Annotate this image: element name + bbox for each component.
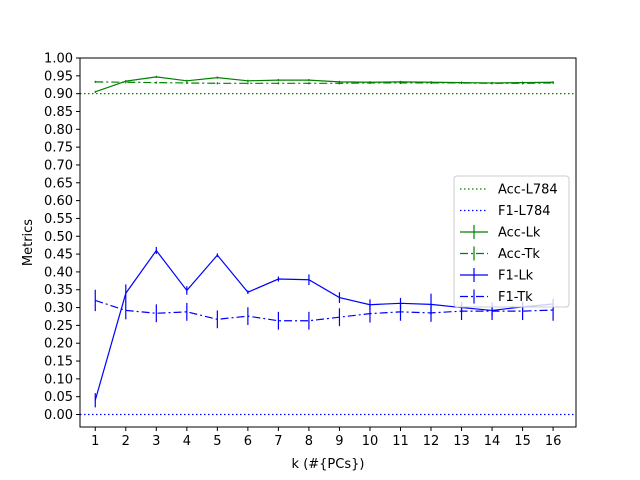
y-tick-label: 0.00 [44, 408, 73, 423]
legend-label-acc-lk: Acc-Lk [498, 226, 541, 241]
x-tick-label: 5 [213, 434, 221, 449]
y-tick-label: 0.80 [44, 123, 73, 138]
y-tick-label: 0.25 [44, 319, 73, 334]
x-tick-label: 14 [484, 434, 501, 449]
y-tick-label: 0.10 [44, 372, 73, 387]
y-tick-label: 0.90 [44, 87, 73, 102]
y-tick-label: 0.70 [44, 158, 73, 173]
y-tick-label: 0.05 [44, 390, 73, 405]
x-axis-label: k (#{PCs}) [292, 457, 365, 472]
x-tick-label: 4 [183, 434, 191, 449]
x-tick-label: 12 [423, 434, 440, 449]
x-tick-label: 1 [91, 434, 99, 449]
y-tick-label: 0.75 [44, 141, 73, 156]
series-line-f1-tk [95, 299, 554, 322]
y-tick-label: 0.85 [44, 105, 73, 120]
x-tick-label: 2 [122, 434, 130, 449]
y-tick-label: 0.40 [44, 265, 73, 280]
y-tick-label: 0.20 [44, 337, 73, 352]
x-tick-label: 16 [545, 434, 562, 449]
data-layer [80, 75, 576, 416]
x-tick-label: 10 [362, 434, 379, 449]
legend-label-f1-l784: F1-L784 [498, 204, 551, 219]
y-tick-label: 0.45 [44, 248, 73, 263]
x-tick-label: 13 [453, 434, 470, 449]
legend-box [453, 175, 570, 308]
y-tick-label: 0.65 [44, 176, 73, 191]
x-tick-label: 9 [335, 434, 343, 449]
x-axis-ticks: 1 2 3 4 5 6 7 8 9 10 11 12 13 14 15 16 [91, 427, 561, 449]
axes-frame [79, 57, 577, 428]
x-tick-label: 15 [514, 434, 531, 449]
series-acc-tk [94, 80, 554, 85]
x-tick-label: 7 [274, 434, 282, 449]
y-tick-label: 0.55 [44, 212, 73, 227]
y-tick-label: 0.15 [44, 355, 73, 370]
legend-label-f1-lk: F1-Lk [498, 269, 534, 284]
y-tick-label: 1.00 [44, 52, 73, 67]
x-tick-label: 3 [152, 434, 160, 449]
series-line-f1-lk [94, 249, 554, 401]
y-axis-label: Metrics [21, 219, 36, 266]
legend: Acc-L784 F1-L784 Acc-Lk Acc-Tk F1-Lk F1-Tk [453, 175, 570, 308]
y-tick-label: 0.50 [44, 230, 73, 245]
y-tick-label: 0.30 [44, 301, 73, 316]
y-tick-label: 0.95 [44, 69, 73, 84]
series-line-acc-tk [95, 81, 554, 84]
x-tick-label: 11 [392, 434, 409, 449]
y-tick-label: 0.60 [44, 194, 73, 209]
legend-label-f1-tk: F1-Tk [498, 290, 533, 305]
series-line-acc-lk [95, 76, 554, 93]
legend-label-acc-tk: Acc-Tk [498, 247, 540, 262]
y-tick-label: 0.35 [44, 283, 73, 298]
x-tick-label: 6 [244, 434, 252, 449]
y-axis-ticks: 0.00 0.05 0.10 0.15 0.20 0.25 0.30 0.35 0.40 0.45… [44, 52, 80, 423]
legend-label-acc-l784: Acc-L784 [498, 183, 558, 198]
x-tick-label: 8 [305, 434, 313, 449]
